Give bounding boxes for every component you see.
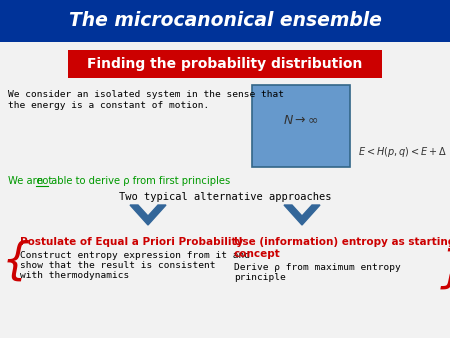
Text: }: } bbox=[440, 248, 450, 291]
Text: $E < H(p,q) < E + \Delta$: $E < H(p,q) < E + \Delta$ bbox=[358, 145, 447, 159]
Polygon shape bbox=[130, 205, 166, 225]
FancyBboxPatch shape bbox=[252, 85, 350, 167]
Text: Two typical alternative approaches: Two typical alternative approaches bbox=[119, 192, 331, 202]
Text: concept: concept bbox=[234, 249, 281, 259]
Text: {: { bbox=[2, 240, 31, 283]
Text: the energy is a constant of motion.: the energy is a constant of motion. bbox=[8, 101, 209, 110]
Text: Postulate of Equal a Priori Probability: Postulate of Equal a Priori Probability bbox=[20, 237, 243, 247]
Text: We are: We are bbox=[8, 176, 46, 186]
Text: Derive ρ from maximum entropy: Derive ρ from maximum entropy bbox=[234, 263, 401, 272]
Text: show that the result is consistent: show that the result is consistent bbox=[20, 261, 216, 270]
Text: The microcanonical ensemble: The microcanonical ensemble bbox=[68, 11, 382, 30]
Text: Finding the probability distribution: Finding the probability distribution bbox=[87, 57, 363, 71]
Text: with thermodynamics: with thermodynamics bbox=[20, 271, 129, 280]
Text: Construct entropy expression from it and: Construct entropy expression from it and bbox=[20, 251, 250, 260]
FancyBboxPatch shape bbox=[68, 50, 382, 78]
Text: We consider an isolated system in the sense that: We consider an isolated system in the se… bbox=[8, 90, 284, 99]
Polygon shape bbox=[284, 205, 320, 225]
Text: principle: principle bbox=[234, 273, 286, 282]
Text: Use (information) entropy as starting: Use (information) entropy as starting bbox=[234, 237, 450, 247]
Text: able to derive ρ from first principles: able to derive ρ from first principles bbox=[49, 176, 231, 186]
Text: $N \rightarrow \infty$: $N \rightarrow \infty$ bbox=[283, 114, 319, 126]
FancyBboxPatch shape bbox=[0, 0, 450, 42]
Text: not: not bbox=[36, 176, 53, 186]
